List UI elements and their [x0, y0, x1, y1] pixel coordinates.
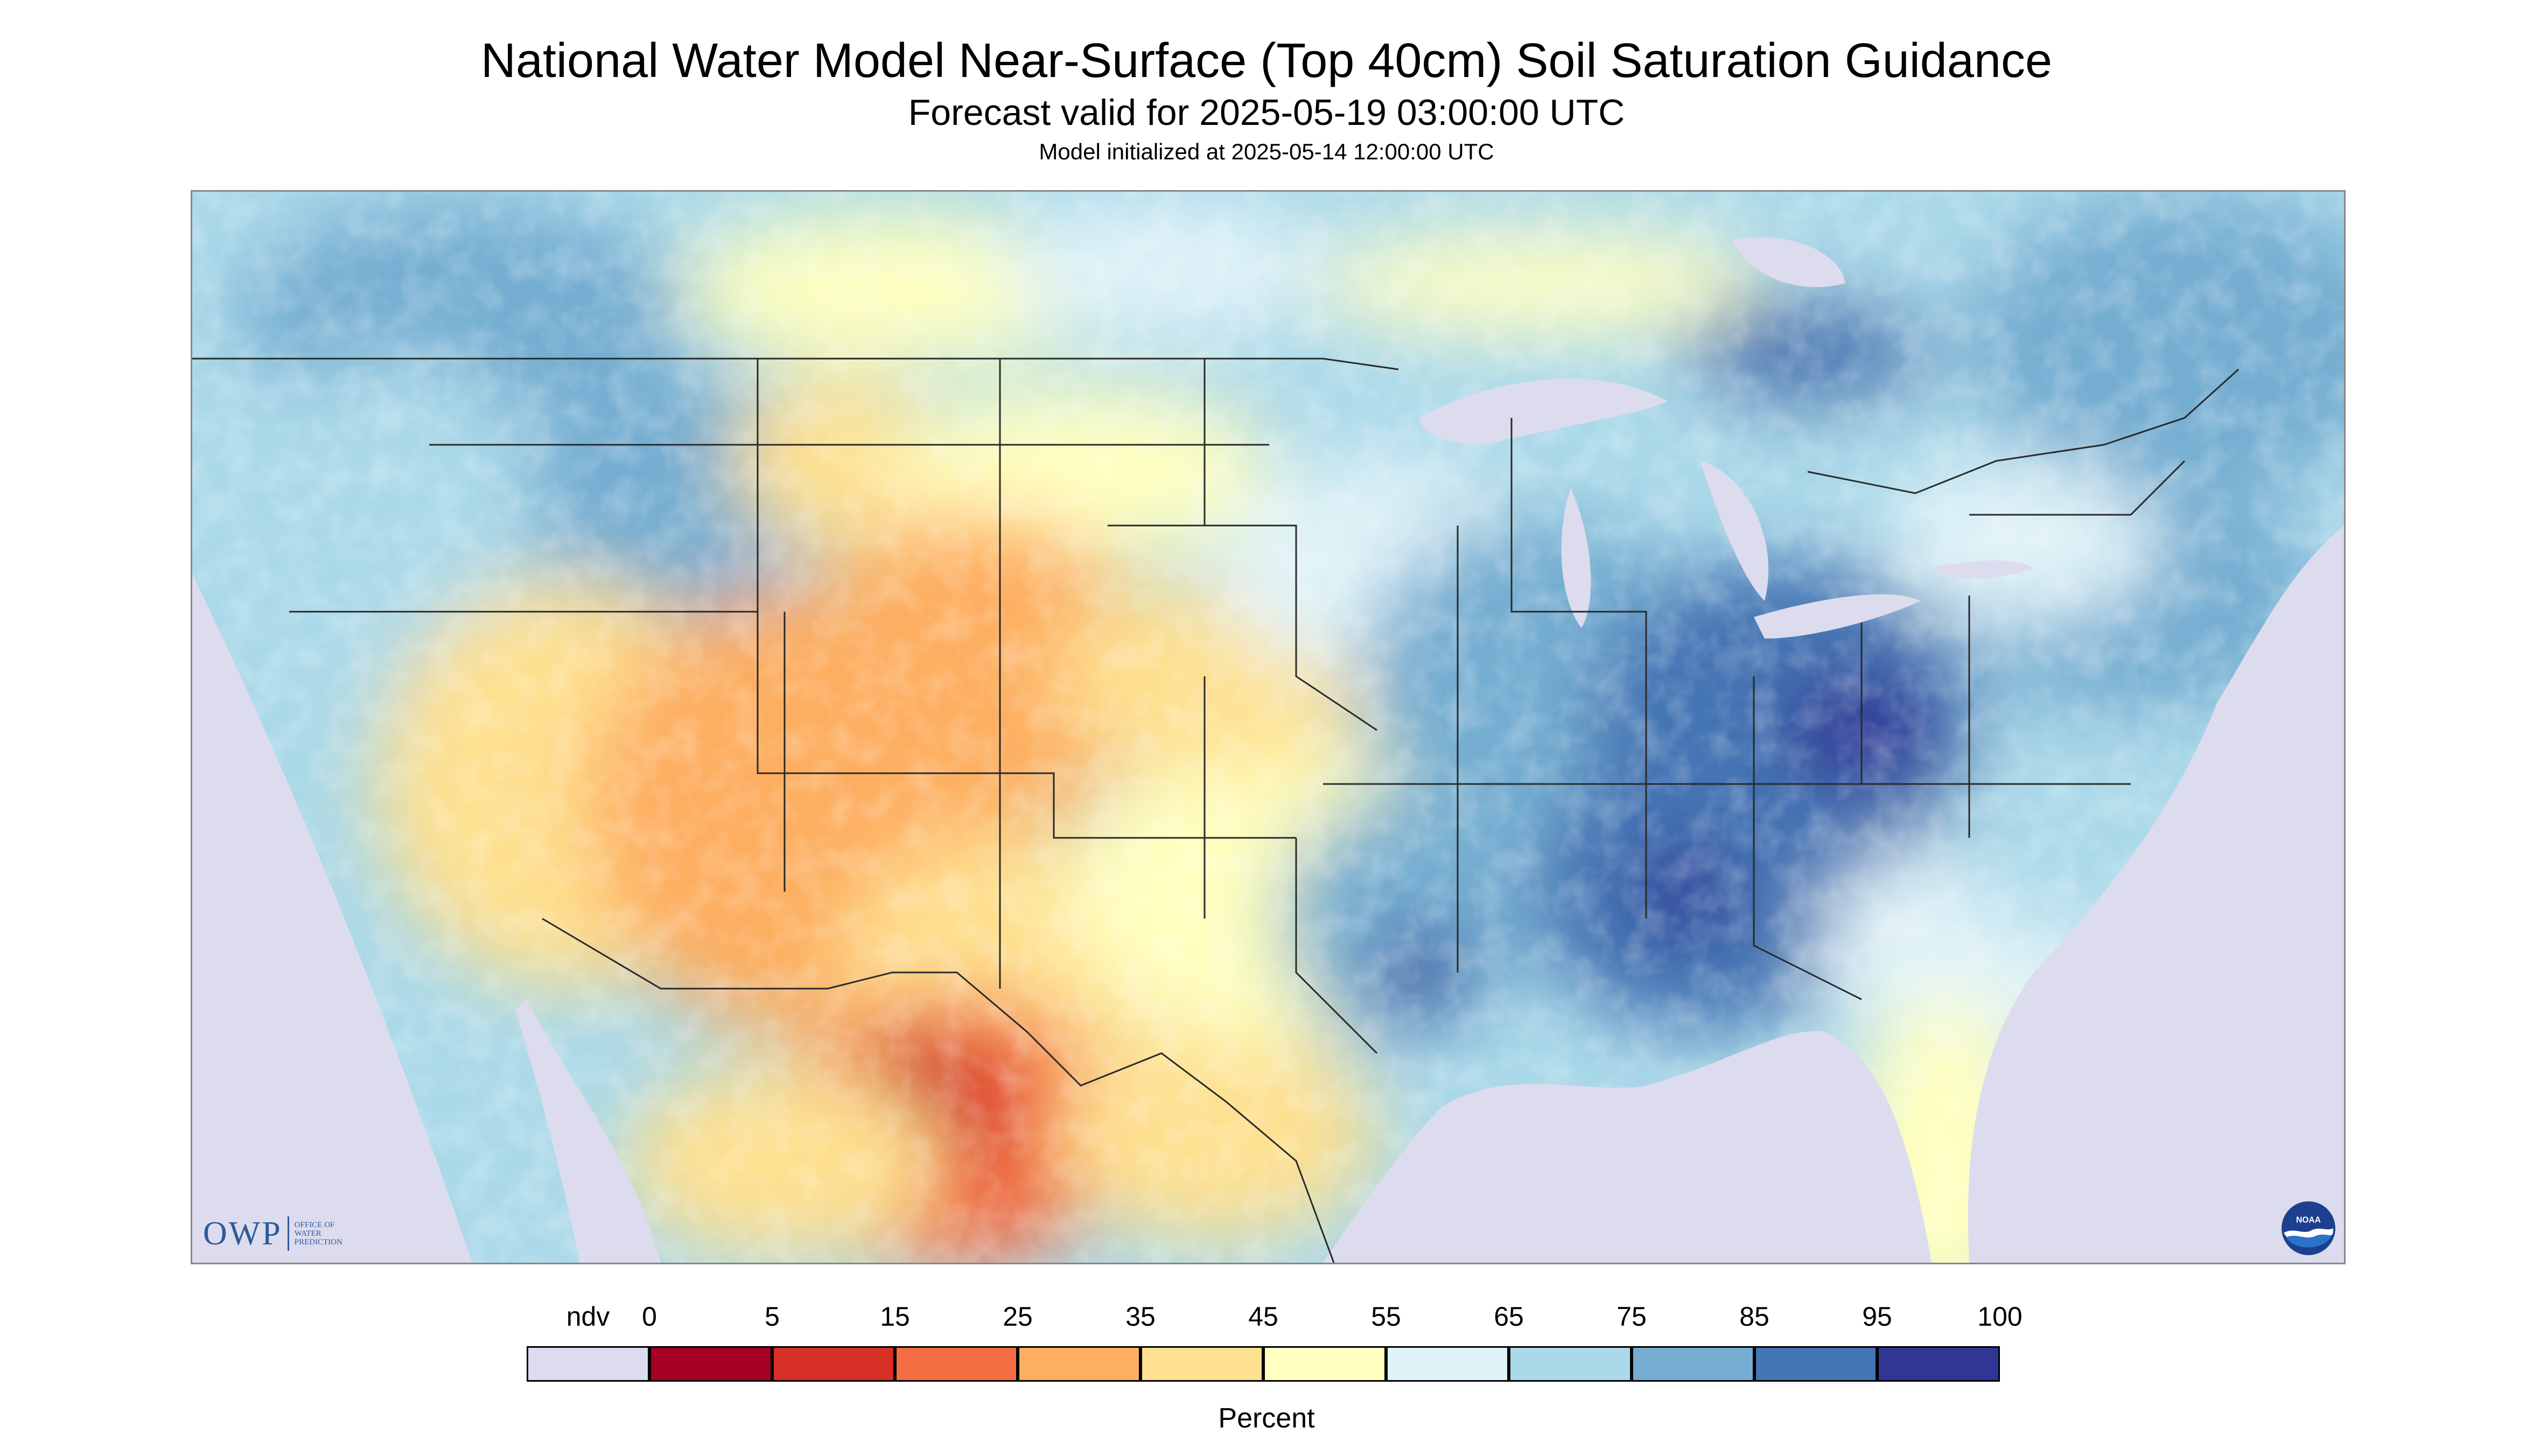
us-canada-border — [192, 358, 1399, 370]
legend-tick-label: 100 — [1977, 1301, 2023, 1332]
legend-swatch — [1140, 1346, 1263, 1382]
legend-tick-label: ndv — [566, 1301, 610, 1332]
owp-logo-letters: OWP — [203, 1215, 282, 1252]
legend-swatch — [772, 1346, 895, 1382]
legend-swatch — [527, 1346, 649, 1382]
legend-swatch — [1263, 1346, 1386, 1382]
saturation-field — [192, 192, 2344, 1263]
legend-tick-label: 35 — [1125, 1301, 1156, 1332]
state-line-m — [1969, 460, 2186, 516]
owp-logo-line-3: Prediction — [294, 1238, 342, 1247]
lake-erie — [1754, 594, 1921, 639]
lake-superior — [1420, 379, 1668, 445]
state-line-i — [1323, 526, 1808, 972]
lake-huron — [1700, 461, 1769, 601]
state-line-l — [1860, 596, 1970, 838]
atlantic-ocean — [1968, 526, 2344, 1263]
owp-logo-line-1: Office of — [294, 1221, 335, 1229]
map-canvas — [192, 192, 2344, 1263]
model-init-time: Model initialized at 2025-05-14 12:00:00… — [1039, 139, 1494, 164]
legend-tick-label: 65 — [1494, 1301, 1524, 1332]
state-line-a — [289, 611, 1296, 839]
state-boundaries — [192, 358, 2240, 1263]
state-line-e — [1108, 524, 1377, 731]
legend-swatch — [1509, 1346, 1632, 1382]
soil-saturation-map: OWP Office of Water Prediction NOAA — [191, 190, 2346, 1264]
state-line-h — [1295, 838, 1378, 1054]
lake-nipigon-area — [1732, 237, 1845, 288]
legend-swatch — [1754, 1346, 1877, 1382]
legend-tick-label: 45 — [1248, 1301, 1278, 1332]
state-line-j — [1510, 418, 1647, 919]
gulf-of-mexico — [1323, 1031, 1932, 1263]
legend-tick-label: 15 — [880, 1301, 910, 1332]
owp-logo-divider — [287, 1216, 289, 1251]
legend-tick-label: 5 — [765, 1301, 780, 1332]
legend-tick-label: 95 — [1862, 1301, 1892, 1332]
legend-swatch — [649, 1346, 772, 1382]
legend-tick-label: 55 — [1371, 1301, 1401, 1332]
noaa-logo: NOAA — [2282, 1201, 2335, 1255]
forecast-valid-time: Forecast valid for 2025-05-19 03:00:00 U… — [908, 92, 1625, 133]
legend-swatch — [1877, 1346, 2000, 1382]
legend-swatch — [895, 1346, 1018, 1382]
noaa-logo-text: NOAA — [2296, 1216, 2321, 1225]
legend-swatch — [1632, 1346, 1754, 1382]
legend-tick-label: 0 — [642, 1301, 657, 1332]
legend-swatch — [1018, 1346, 1140, 1382]
lake-michigan — [1561, 488, 1591, 628]
legend-tick-label: 85 — [1739, 1301, 1769, 1332]
legend-title: Percent — [1218, 1403, 1315, 1434]
us-mexico-border — [542, 918, 1335, 1263]
legend-tick-label: 75 — [1617, 1301, 1647, 1332]
owp-logo-text: Office of Water Prediction — [295, 1221, 342, 1247]
gulf-of-california — [515, 999, 661, 1263]
us-canada-border-east — [1807, 368, 2240, 494]
lake-ontario — [1932, 561, 2034, 579]
water-bodies — [515, 237, 2344, 1263]
legend-swatch — [1386, 1346, 1509, 1382]
owp-logo-line-2: Water — [294, 1229, 321, 1238]
legend-tick-label: 25 — [1003, 1301, 1033, 1332]
chart-title: National Water Model Near-Surface (Top 4… — [480, 34, 2052, 88]
owp-logo: OWP Office of Water Prediction — [203, 1212, 342, 1255]
